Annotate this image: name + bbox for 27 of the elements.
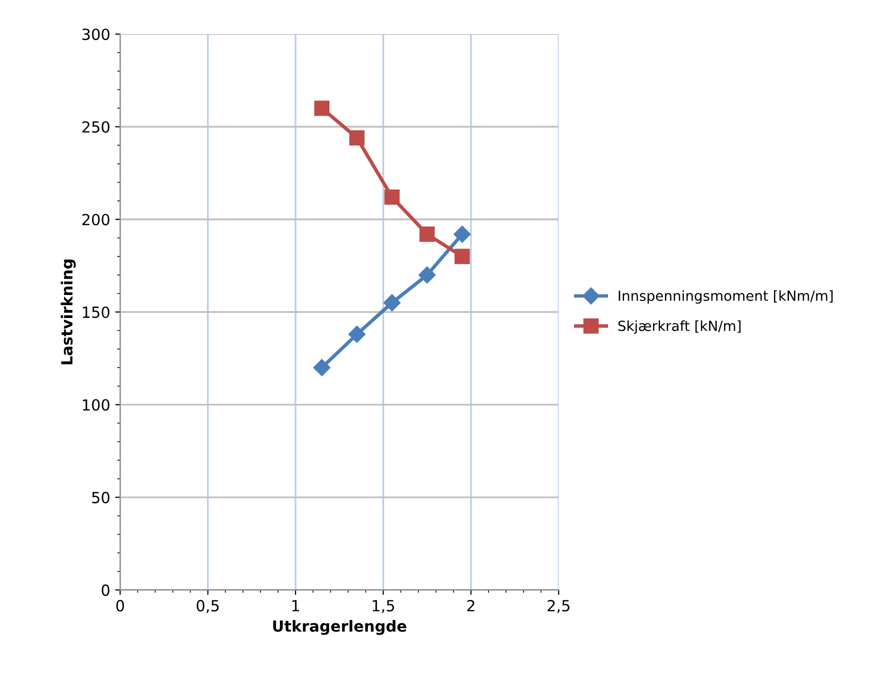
y-tick-label: 100 (82, 399, 110, 411)
point (418, 266, 436, 284)
y-axis-title: Lastvirkning (60, 260, 76, 364)
legend-label: Skjærkraft [kN/m] (618, 320, 741, 334)
y-tick-label: 0 (102, 584, 110, 596)
y-tick-label: 300 (82, 28, 110, 40)
x-axis-title: Utkragerlengde (273, 620, 406, 635)
point (349, 130, 365, 146)
point (314, 100, 330, 116)
legend-label: Innspenningsmoment [kNm/m] (618, 290, 833, 304)
x-tick-label: 2,5 (548, 600, 570, 614)
y-tick-label: 150 (82, 306, 110, 318)
y-tick-label: 200 (82, 214, 110, 226)
y-tick-label: 50 (92, 492, 110, 504)
point (384, 190, 400, 205)
point (454, 248, 470, 264)
point (383, 294, 401, 312)
x-tick-label: 1,5 (372, 600, 394, 614)
y-tick-label: 250 (82, 121, 110, 133)
x-tick-label: 0 (116, 600, 124, 612)
point (419, 226, 435, 242)
point (348, 326, 366, 343)
x-tick-label: 1 (292, 600, 299, 612)
x-tick-label: 2 (467, 600, 474, 612)
point (313, 359, 330, 376)
point (454, 226, 471, 243)
x-tick-label: 0,5 (196, 600, 219, 614)
